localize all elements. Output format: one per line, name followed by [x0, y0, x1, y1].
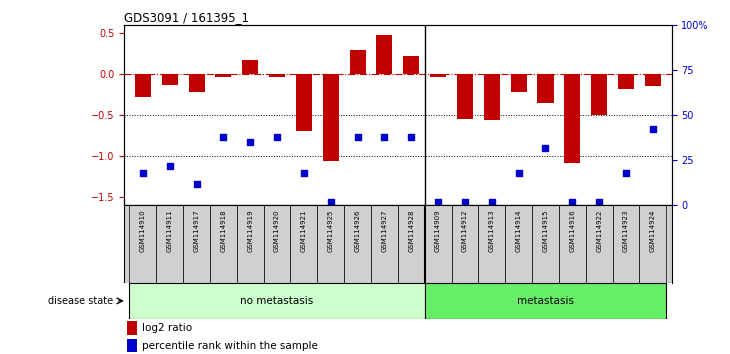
Bar: [618, 74, 634, 89]
Text: metastasis: metastasis: [517, 296, 574, 306]
Point: [459, 199, 471, 205]
Text: GSM114911: GSM114911: [166, 209, 173, 252]
Point: [164, 163, 176, 169]
Bar: [183, 205, 210, 283]
Bar: [612, 205, 639, 283]
Bar: [210, 205, 237, 283]
Text: GDS3091 / 161395_1: GDS3091 / 161395_1: [124, 11, 249, 24]
Bar: [188, 74, 204, 92]
Point: [647, 127, 658, 132]
Point: [245, 139, 256, 145]
Bar: [350, 50, 366, 74]
Bar: [585, 205, 612, 283]
Text: GSM114914: GSM114914: [515, 209, 522, 252]
Bar: [127, 321, 137, 335]
Text: GSM114916: GSM114916: [569, 209, 575, 252]
Point: [272, 134, 283, 139]
Bar: [269, 74, 285, 77]
Point: [539, 145, 551, 150]
Bar: [478, 205, 505, 283]
Bar: [344, 205, 371, 283]
Text: log2 ratio: log2 ratio: [142, 323, 192, 333]
Text: GSM114924: GSM114924: [650, 209, 656, 252]
Text: GSM114909: GSM114909: [435, 209, 441, 252]
Bar: [398, 205, 425, 283]
Text: GSM114915: GSM114915: [542, 209, 548, 252]
Text: disease state: disease state: [48, 296, 113, 306]
Text: GSM114927: GSM114927: [382, 209, 388, 252]
Bar: [425, 283, 666, 319]
Bar: [318, 205, 344, 283]
Bar: [129, 283, 425, 319]
Point: [486, 199, 498, 205]
Bar: [591, 74, 607, 115]
Bar: [645, 74, 661, 86]
Bar: [156, 205, 183, 283]
Bar: [425, 205, 452, 283]
Bar: [510, 74, 526, 92]
Text: GSM114913: GSM114913: [489, 209, 495, 252]
Bar: [532, 205, 559, 283]
Bar: [371, 205, 398, 283]
Text: GSM114923: GSM114923: [623, 209, 629, 252]
Bar: [264, 205, 291, 283]
Bar: [457, 74, 473, 119]
Bar: [430, 74, 446, 77]
Text: GSM114925: GSM114925: [328, 209, 334, 252]
Text: GSM114922: GSM114922: [596, 209, 602, 252]
Text: GSM114918: GSM114918: [220, 209, 226, 252]
Point: [379, 134, 391, 139]
Bar: [127, 339, 137, 352]
Bar: [505, 205, 532, 283]
Point: [325, 199, 337, 205]
Point: [218, 134, 229, 139]
Text: GSM114920: GSM114920: [274, 209, 280, 252]
Bar: [639, 205, 666, 283]
Bar: [237, 205, 264, 283]
Bar: [559, 205, 585, 283]
Bar: [403, 56, 419, 74]
Point: [352, 134, 364, 139]
Text: GSM114921: GSM114921: [301, 209, 307, 252]
Point: [620, 170, 632, 176]
Bar: [484, 74, 500, 120]
Text: GSM114910: GSM114910: [140, 209, 146, 252]
Bar: [215, 74, 231, 77]
Text: GSM114917: GSM114917: [193, 209, 199, 252]
Point: [298, 170, 310, 176]
Point: [566, 199, 578, 205]
Bar: [242, 60, 258, 74]
Point: [191, 181, 202, 187]
Bar: [161, 74, 178, 85]
Text: GSM114926: GSM114926: [355, 209, 361, 252]
Bar: [323, 74, 339, 161]
Text: percentile rank within the sample: percentile rank within the sample: [142, 341, 318, 350]
Bar: [291, 205, 318, 283]
Bar: [537, 74, 553, 103]
Point: [405, 134, 417, 139]
Point: [432, 199, 444, 205]
Text: GSM114912: GSM114912: [462, 209, 468, 252]
Text: no metastasis: no metastasis: [240, 296, 314, 306]
Bar: [129, 205, 156, 283]
Text: GSM114928: GSM114928: [408, 209, 414, 252]
Text: GSM114919: GSM114919: [247, 209, 253, 252]
Bar: [564, 74, 580, 162]
Bar: [296, 74, 312, 131]
Bar: [135, 74, 151, 97]
Bar: [377, 35, 393, 74]
Point: [593, 199, 605, 205]
Point: [137, 170, 149, 176]
Bar: [452, 205, 478, 283]
Point: [512, 170, 524, 176]
